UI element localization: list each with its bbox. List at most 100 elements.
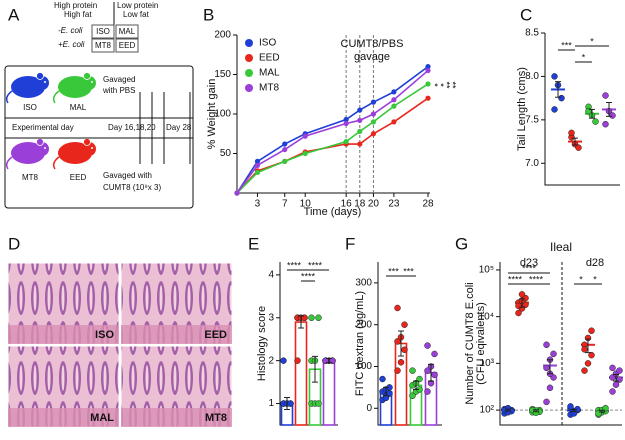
y-tick-label: 10⁵ [479, 265, 494, 276]
series-marker [254, 158, 261, 164]
mouse-tail [52, 90, 60, 104]
series-marker [391, 97, 397, 103]
schematic-text: Gavaged with [103, 171, 152, 180]
panel-label: A [8, 5, 20, 24]
series-marker [343, 120, 349, 127]
data-point [416, 375, 423, 383]
data-point [543, 341, 550, 349]
series-marker [425, 95, 431, 101]
y-tick-label: 2 [268, 355, 274, 366]
data-point [401, 346, 408, 354]
data-point [558, 94, 565, 102]
series-marker [302, 150, 308, 157]
error-bar [571, 409, 577, 413]
significance: * [430, 83, 440, 87]
y-tick-label: 100 [355, 361, 372, 372]
data-point [602, 404, 609, 412]
series-marker [370, 131, 377, 137]
y-tick-label: 8.5 [525, 28, 539, 39]
panel-label: C [520, 5, 532, 24]
mouse-tail [52, 156, 60, 170]
annotation: gavage [354, 51, 390, 63]
histology-label: ISO [95, 329, 114, 341]
data-point [588, 327, 595, 334]
y-axis-label: Tail Length (cms) [516, 67, 528, 151]
legend-label: ISO [259, 38, 276, 49]
schematic-text: ISO [23, 103, 37, 112]
schematic-text: MT8 [95, 41, 112, 50]
series-marker [343, 116, 349, 123]
significance: * [436, 83, 446, 87]
data-point [609, 112, 616, 119]
data-point [543, 364, 550, 372]
data-point [287, 400, 294, 407]
y-tick-label: 100 [214, 109, 231, 120]
significance: **** [508, 274, 523, 284]
mouse-ear [83, 138, 91, 146]
error-bar [298, 315, 304, 329]
series-marker [254, 169, 261, 176]
series-marker [425, 64, 431, 70]
significance: * [593, 274, 597, 284]
data-point [616, 376, 623, 383]
data-point [616, 367, 623, 374]
legend-marker [245, 69, 253, 77]
data-point [609, 364, 616, 372]
panel-label: E [248, 234, 259, 253]
data-point [315, 314, 322, 322]
error-bar [589, 108, 595, 119]
data-point [575, 144, 582, 151]
data-point [568, 129, 575, 137]
schematic-text: Gavaged [103, 75, 135, 84]
y-axis-label: (CFU eqivalents) [475, 302, 487, 385]
data-point [424, 342, 431, 349]
significance: **** [529, 274, 544, 284]
mouse-tail [5, 156, 13, 170]
series-marker [302, 133, 308, 139]
x-tick-label: 20 [368, 199, 380, 210]
error-bar [547, 359, 553, 375]
schematic-text: MAL [119, 27, 136, 36]
error-bar [383, 386, 389, 397]
schematic-text: -E. coli [58, 26, 83, 35]
error-bar [555, 81, 561, 98]
x-axis-label: Time (days) [304, 206, 362, 218]
y-tick-label: 200 [355, 319, 372, 330]
legend-label: EED [259, 53, 280, 64]
series-marker [425, 67, 431, 74]
significance: *** [561, 40, 572, 50]
schematic-text: High protein [54, 1, 97, 10]
data-point [280, 357, 287, 364]
mouse-ear [36, 72, 44, 80]
significance: * [590, 36, 594, 46]
legend-marker [245, 54, 253, 62]
y-tick-label: 4 [268, 270, 274, 281]
y-tick-label: 10³ [480, 358, 495, 369]
series-marker [254, 162, 261, 168]
data-point [401, 321, 408, 328]
data-point [602, 92, 609, 99]
y-tick-label: 0 [366, 403, 372, 414]
schematic-text: with PBS [102, 86, 135, 95]
legend-marker [245, 84, 253, 92]
cell-box [91, 38, 115, 53]
schematic-text: Low protein [117, 1, 158, 10]
data-point [515, 309, 522, 317]
bar [322, 359, 336, 426]
error-bar [533, 409, 539, 413]
series-marker [370, 119, 377, 125]
significance: **** [522, 263, 537, 273]
data-point [518, 291, 526, 298]
schematic-text: MT8 [22, 173, 39, 182]
data-point [394, 304, 401, 312]
y-tick-label: 10⁴ [479, 311, 494, 322]
series-marker [282, 141, 288, 147]
schematic-box [4, 65, 194, 209]
y-axis-label: FITC dextran (ug/mL) [354, 291, 366, 396]
x-tick-label: 10 [300, 199, 312, 210]
significance: *** [388, 266, 399, 276]
significance: *** [403, 266, 414, 276]
series-marker [343, 139, 349, 145]
series-marker [357, 117, 363, 123]
